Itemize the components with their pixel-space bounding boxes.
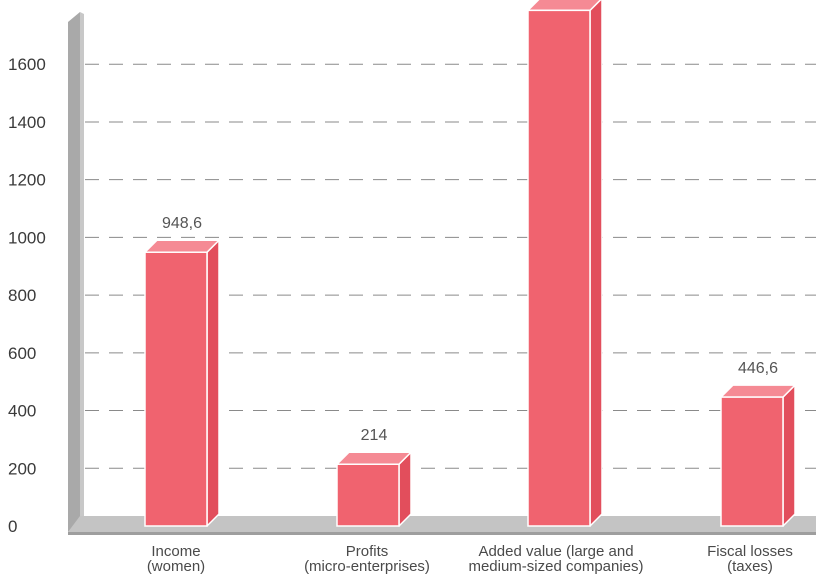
x-category-label-line: (taxes) bbox=[727, 558, 773, 575]
data-labels: 948,62141786,7446,6 bbox=[162, 215, 778, 444]
chart-floor bbox=[68, 516, 816, 535]
axis-wall bbox=[68, 12, 84, 532]
y-tick-label: 800 bbox=[8, 286, 36, 305]
bar-side bbox=[589, 0, 603, 527]
floor-edge bbox=[68, 532, 816, 535]
data-label: 948,6 bbox=[162, 215, 202, 232]
x-category-label: Income (women) bbox=[147, 543, 205, 575]
axis-wall-edge bbox=[80, 12, 84, 522]
x-category-label-line: Income bbox=[151, 543, 200, 560]
data-label: 446,6 bbox=[738, 360, 778, 377]
y-axis-ticks: 0 200 400 600 800 1000 1200 1400 1600 bbox=[8, 55, 46, 536]
bar-front bbox=[144, 251, 208, 527]
bar-top bbox=[336, 451, 412, 465]
data-label: 214 bbox=[361, 427, 388, 444]
bar-top bbox=[527, 0, 602, 12]
axis-wall-face bbox=[68, 12, 80, 532]
bar-side bbox=[206, 239, 220, 527]
x-category-label: Fiscal losses (taxes) bbox=[707, 543, 793, 575]
y-tick-label: 600 bbox=[8, 344, 36, 363]
bar-top bbox=[144, 239, 220, 253]
floor-top bbox=[68, 516, 816, 532]
x-category-label-line: Fiscal losses bbox=[707, 543, 793, 560]
bar bbox=[527, 0, 603, 527]
bar bbox=[144, 239, 220, 527]
bar-front bbox=[527, 9, 591, 527]
bars bbox=[144, 0, 796, 527]
bar-top bbox=[720, 384, 796, 398]
x-category-label-line: (women) bbox=[147, 558, 205, 575]
x-category-label-line: Added value (large and bbox=[478, 543, 633, 560]
bar-front bbox=[720, 396, 784, 527]
y-tick-label: 1200 bbox=[8, 171, 46, 190]
x-category-label-line: (micro-enterprises) bbox=[304, 558, 430, 575]
y-tick-label: 200 bbox=[8, 459, 36, 478]
bar bbox=[720, 384, 796, 527]
bar bbox=[336, 451, 412, 527]
bar-side bbox=[782, 384, 796, 527]
x-category-label-line: medium-sized companies) bbox=[468, 558, 643, 575]
y-tick-label: 1600 bbox=[8, 55, 46, 74]
y-tick-label: 400 bbox=[8, 402, 36, 421]
x-category-label: Profits (micro-enterprises) bbox=[304, 543, 430, 575]
x-category-label-line: Profits bbox=[346, 543, 389, 560]
y-tick-label: 1000 bbox=[8, 228, 46, 247]
x-category-label: Added value (large and medium-sized compa… bbox=[468, 543, 643, 575]
y-tick-label: 1400 bbox=[8, 113, 46, 132]
y-tick-label: 0 bbox=[8, 517, 17, 536]
bar-front bbox=[336, 463, 400, 527]
x-axis-categories: Income (women) Profits (micro-enterprises) A… bbox=[147, 543, 793, 575]
